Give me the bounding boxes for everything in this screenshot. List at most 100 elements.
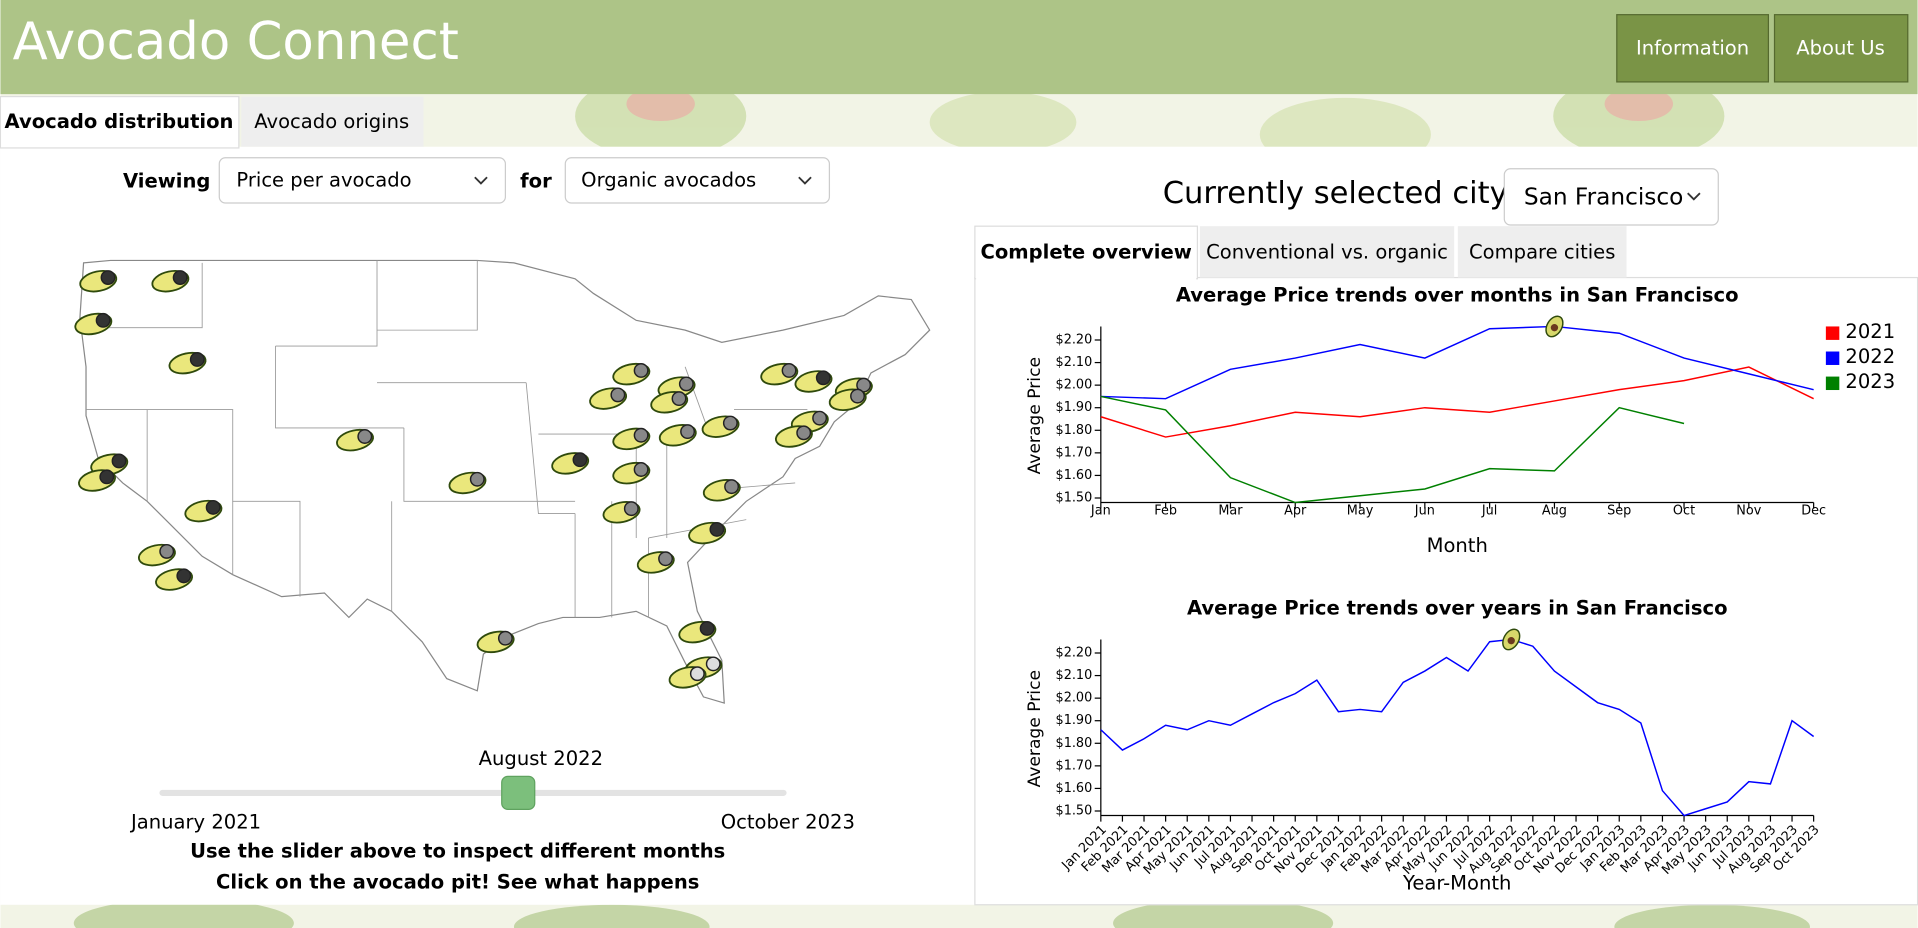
tab-cover bbox=[976, 276, 1197, 280]
nav-button[interactable] bbox=[1616, 14, 1770, 83]
avocado-pit bbox=[111, 453, 127, 469]
avocado-pit bbox=[671, 391, 687, 407]
avocado-pit bbox=[815, 370, 831, 386]
chart-title: Average Price trends over months in San … bbox=[1176, 283, 1739, 306]
avocado-pit bbox=[572, 452, 588, 468]
tab-active[interactable] bbox=[974, 225, 1199, 280]
avocado-pit bbox=[357, 429, 373, 444]
nav-button-label[interactable]: About Us bbox=[1796, 36, 1884, 59]
app-title: Avocado Connect bbox=[13, 12, 459, 72]
tab[interactable] bbox=[241, 96, 424, 147]
legend-label: 2021 bbox=[1845, 320, 1895, 343]
y-tick-label: $2.10 bbox=[1056, 668, 1093, 683]
slider-track[interactable] bbox=[159, 789, 787, 796]
avocado-pit bbox=[724, 479, 740, 495]
slider-end: October 2023 bbox=[721, 810, 855, 833]
y-tick-label: $1.90 bbox=[1056, 400, 1093, 415]
viewing-label: Viewing bbox=[123, 170, 210, 193]
avocado-pit bbox=[469, 471, 485, 487]
avocado-pit bbox=[633, 462, 649, 477]
series-line bbox=[1100, 366, 1814, 438]
nav-button-label[interactable]: Information bbox=[1636, 36, 1749, 59]
tab-label[interactable]: Compare cities bbox=[1469, 241, 1615, 264]
x-axis-label: Month bbox=[1427, 534, 1488, 557]
nav-button[interactable] bbox=[1773, 14, 1909, 83]
avocado-pit bbox=[159, 543, 175, 559]
chart-title: Average Price trends over years in San F… bbox=[1187, 596, 1728, 619]
select[interactable] bbox=[218, 157, 507, 204]
legend-swatch bbox=[1825, 376, 1840, 391]
x-tick-label: Jul bbox=[1481, 504, 1497, 519]
y-tick-label: $2.00 bbox=[1056, 691, 1093, 706]
x-tick-label: Jan bbox=[1090, 504, 1111, 519]
legend-label: 2023 bbox=[1845, 370, 1895, 393]
y-axis-label: Average Price bbox=[1025, 357, 1045, 474]
slider-thumb[interactable] bbox=[501, 775, 536, 811]
avocado-pit bbox=[658, 551, 674, 567]
y-tick-label: $2.20 bbox=[1056, 645, 1093, 660]
avocado-pit bbox=[705, 656, 721, 672]
avocado-pit bbox=[176, 568, 192, 584]
legend-label: 2022 bbox=[1845, 345, 1895, 368]
chevron bbox=[474, 176, 488, 185]
avocado-pit bbox=[172, 270, 188, 286]
tab-label[interactable]: Avocado origins bbox=[254, 110, 409, 133]
y-tick-label: $1.80 bbox=[1056, 423, 1093, 438]
avocado-pit bbox=[100, 270, 116, 286]
avocado-pit bbox=[812, 410, 828, 426]
selected-marker-pit bbox=[1550, 324, 1559, 332]
select-value[interactable]: Organic avocados bbox=[581, 168, 756, 191]
tab-active[interactable] bbox=[0, 95, 240, 149]
x-tick-label: Nov bbox=[1736, 504, 1761, 519]
us-map bbox=[74, 259, 931, 704]
slider-start: January 2021 bbox=[129, 810, 261, 833]
avocado-pit bbox=[95, 312, 111, 328]
select[interactable] bbox=[564, 157, 831, 204]
x-tick-label: Dec bbox=[1801, 504, 1826, 519]
y-tick-label: $1.80 bbox=[1056, 736, 1093, 751]
tab-label[interactable]: Avocado distribution bbox=[5, 110, 234, 133]
series-line bbox=[1100, 638, 1815, 817]
y-tick-label: $2.10 bbox=[1056, 355, 1093, 370]
avocado-pit bbox=[850, 388, 865, 404]
avocado-pit bbox=[781, 363, 797, 378]
avocado-pit bbox=[610, 387, 626, 403]
select-value[interactable]: Price per avocado bbox=[236, 168, 411, 191]
avocado-pit bbox=[709, 521, 725, 537]
x-tick-label: May bbox=[1347, 504, 1374, 519]
chevron bbox=[1687, 192, 1701, 201]
series-line bbox=[1100, 325, 1814, 400]
tab[interactable] bbox=[1457, 226, 1627, 278]
avocado-pit bbox=[189, 352, 205, 367]
x-tick-label: Jun bbox=[1414, 504, 1435, 519]
tab-label[interactable]: Conventional vs. organic bbox=[1206, 241, 1448, 264]
x-tick-label: Aug bbox=[1542, 504, 1567, 519]
series-line bbox=[1100, 395, 1685, 504]
legend-swatch bbox=[1825, 326, 1840, 340]
avocado-pit bbox=[699, 620, 715, 636]
avocado-pit bbox=[796, 425, 812, 441]
legend-swatch bbox=[1825, 351, 1840, 365]
y-tick-label: $1.60 bbox=[1056, 781, 1093, 796]
y-tick-label: $1.50 bbox=[1056, 804, 1093, 819]
x-tick-label: Sep bbox=[1607, 504, 1631, 519]
selected-marker-pit bbox=[1507, 637, 1515, 645]
avocado-pit bbox=[680, 424, 696, 440]
city-label: Currently selected city: bbox=[1163, 176, 1516, 211]
city-select[interactable] bbox=[1503, 168, 1719, 226]
tab[interactable] bbox=[1199, 226, 1455, 278]
x-tick-label: Feb bbox=[1154, 504, 1177, 519]
header bbox=[0, 0, 1918, 95]
avocado-pit bbox=[689, 666, 705, 682]
instruction: Use the slider above to inspect differen… bbox=[190, 840, 725, 863]
city-value[interactable]: San Francisco bbox=[1524, 184, 1684, 211]
avocado-pit bbox=[205, 499, 221, 515]
tab-label[interactable]: Complete overview bbox=[980, 241, 1191, 264]
y-axis-label: Average Price bbox=[1025, 670, 1045, 787]
avocado-pit bbox=[678, 376, 694, 392]
chart-panel bbox=[974, 276, 1918, 906]
y-tick-label: $1.70 bbox=[1056, 758, 1093, 773]
y-tick-label: $1.70 bbox=[1056, 445, 1093, 460]
